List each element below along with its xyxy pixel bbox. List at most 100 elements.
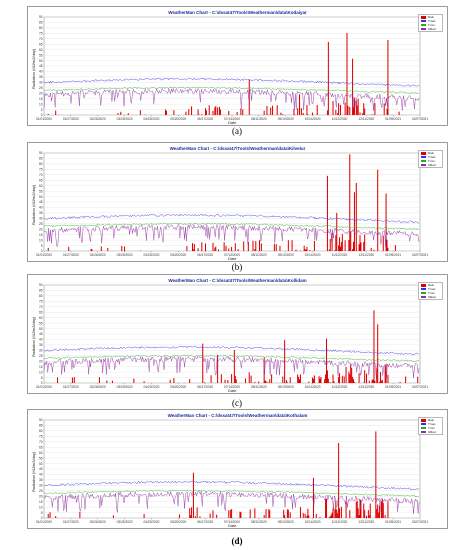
rain-bar bbox=[370, 247, 372, 251]
rain-bar bbox=[358, 244, 360, 251]
rain-bar bbox=[255, 241, 257, 251]
chart-panel-b: WeatherMan Chart - C:\dssat47\Tools\Weat… bbox=[27, 142, 448, 262]
legend-label: Tmin bbox=[428, 23, 435, 27]
legend-swatch bbox=[421, 156, 426, 158]
y-tick-label: 70 bbox=[39, 173, 43, 177]
rain-bar bbox=[318, 376, 320, 383]
legend-item: SRad bbox=[419, 163, 442, 167]
legend-item: Tmax bbox=[419, 287, 442, 291]
x-tick-label: 05/20/2020 bbox=[170, 117, 186, 121]
legend-item: SRad bbox=[419, 430, 442, 434]
rain-bar bbox=[358, 373, 360, 383]
rain-bar bbox=[287, 509, 289, 518]
y-tick-label: 10 bbox=[39, 505, 43, 509]
rain-bar bbox=[349, 154, 351, 251]
rain-bar bbox=[191, 507, 193, 518]
x-tick-label: 11/12/2020 bbox=[332, 520, 348, 524]
rain-bar bbox=[379, 505, 381, 518]
rain-bar bbox=[230, 509, 232, 518]
x-tick-label: 10/14/2020 bbox=[305, 520, 321, 524]
rain-bar bbox=[268, 508, 270, 518]
rain-bar bbox=[336, 212, 338, 251]
y-tick-label: 55 bbox=[39, 321, 43, 325]
legend-swatch bbox=[421, 292, 426, 294]
rain-bar bbox=[269, 510, 271, 518]
x-tick-label: 07/14/2020 bbox=[224, 385, 240, 389]
x-tick-label: 06/17/2020 bbox=[197, 117, 213, 121]
x-tick-label: 09/10/2020 bbox=[278, 385, 294, 389]
rain-bar bbox=[205, 110, 207, 115]
x-tick-label: 10/14/2020 bbox=[305, 385, 321, 389]
y-tick-label: 90 bbox=[39, 15, 43, 19]
rain-bar bbox=[394, 245, 396, 251]
x-tick-label: 04/23/2020 bbox=[143, 385, 159, 389]
panel-caption: (c) bbox=[232, 398, 242, 408]
legend-item: SRad bbox=[419, 27, 442, 31]
x-tick-label: 02/07/2021 bbox=[412, 520, 428, 524]
rain-bar bbox=[327, 378, 329, 383]
y-tick-label: 15 bbox=[39, 365, 43, 369]
tmin-line bbox=[43, 354, 420, 362]
legend-label: Rain bbox=[428, 151, 435, 155]
rain-bar bbox=[369, 503, 371, 518]
x-tick-label: 02/26/2020 bbox=[90, 117, 106, 121]
rain-bar bbox=[367, 510, 369, 518]
legend-swatch bbox=[421, 296, 426, 298]
x-axis-label: Date bbox=[228, 256, 237, 261]
x-tick-label: 08/11/2020 bbox=[251, 520, 267, 524]
rain-bar bbox=[276, 105, 278, 115]
rain-bar bbox=[339, 104, 341, 115]
rain-bar bbox=[240, 108, 242, 115]
y-tick-label: 80 bbox=[39, 429, 43, 433]
rain-bar bbox=[299, 379, 301, 383]
rain-bar bbox=[308, 381, 310, 383]
y-tick-label: 5 bbox=[41, 108, 43, 112]
rain-bar bbox=[337, 513, 339, 518]
rain-bar bbox=[293, 108, 295, 115]
y-tick-label: 80 bbox=[39, 294, 43, 298]
x-tick-label: 04/23/2020 bbox=[143, 117, 159, 121]
legend-label: Tmin bbox=[428, 426, 435, 430]
y-tick-label: 25 bbox=[39, 354, 43, 358]
rain-bar bbox=[332, 508, 334, 518]
rain-bar bbox=[355, 182, 357, 251]
rain-bar bbox=[368, 380, 370, 383]
rain-bar bbox=[359, 112, 361, 115]
rain-bar bbox=[210, 375, 212, 383]
rain-bar bbox=[331, 512, 333, 518]
rain-bar bbox=[47, 513, 49, 518]
rain-bar bbox=[352, 376, 354, 383]
rain-bar bbox=[124, 246, 126, 251]
rain-bar bbox=[339, 508, 341, 518]
rain-bar bbox=[286, 509, 288, 518]
tmin-line bbox=[43, 222, 420, 230]
rain-bar bbox=[305, 249, 307, 251]
rain-bar bbox=[242, 109, 244, 115]
rain-bar bbox=[398, 111, 400, 115]
y-tick-label: 30 bbox=[39, 217, 43, 221]
rain-bar bbox=[169, 379, 171, 383]
rain-bar bbox=[350, 231, 352, 251]
rain-bar bbox=[331, 232, 333, 251]
legend-swatch bbox=[421, 20, 426, 22]
rain-bar bbox=[356, 105, 358, 115]
rain-bar bbox=[228, 110, 230, 115]
rain-bar bbox=[334, 250, 336, 251]
rain-bar bbox=[296, 250, 298, 251]
rain-bar bbox=[282, 114, 284, 115]
rain-bar bbox=[384, 365, 386, 383]
legend-item: Rain bbox=[419, 151, 442, 155]
legend-swatch bbox=[421, 288, 426, 290]
rain-bar bbox=[379, 372, 382, 383]
y-tick-label: 0 bbox=[41, 113, 43, 117]
rain-bar bbox=[231, 247, 233, 251]
rain-bar bbox=[265, 381, 267, 383]
legend-label: Tmax bbox=[428, 422, 436, 426]
rain-bar bbox=[344, 240, 346, 251]
rain-bar bbox=[325, 374, 327, 383]
legend-swatch bbox=[421, 283, 426, 287]
rain-bar bbox=[313, 375, 315, 383]
rain-bar bbox=[340, 242, 342, 251]
y-tick-label: 15 bbox=[39, 500, 43, 504]
